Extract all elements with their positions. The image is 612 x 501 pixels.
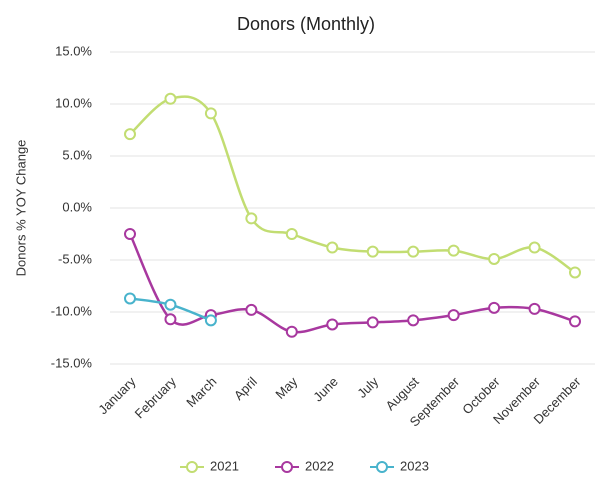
- point: [407, 245, 420, 258]
- point: [124, 292, 136, 305]
- legend-marker: [186, 461, 198, 473]
- point: [488, 301, 501, 314]
- y-tick-label: -15.0%: [51, 355, 93, 370]
- point: [164, 92, 177, 105]
- point: [245, 212, 258, 225]
- point: [447, 309, 460, 322]
- point: [366, 316, 379, 329]
- chart-title: Donors (Monthly): [237, 14, 375, 34]
- x-tick-label: April: [231, 374, 260, 403]
- y-tick-label: -10.0%: [51, 303, 93, 318]
- legend-marker: [281, 461, 293, 473]
- x-tick-label: June: [310, 374, 341, 405]
- x-tick-label: February: [132, 374, 180, 422]
- y-tick-label: 15.0%: [55, 43, 92, 58]
- legend-label: 2023: [400, 458, 429, 473]
- point: [124, 128, 136, 141]
- series-line: [129, 95, 576, 274]
- x-tick-label: May: [272, 374, 300, 402]
- legend-marker: [376, 461, 388, 473]
- point: [407, 314, 420, 327]
- y-tick-label: 0.0%: [62, 199, 92, 214]
- legend-label: 2022: [305, 458, 334, 473]
- x-tick-label: March: [183, 374, 219, 410]
- point: [528, 302, 541, 315]
- legend-label: 2021: [210, 458, 239, 473]
- y-tick-label: 5.0%: [62, 147, 92, 162]
- point: [285, 228, 298, 240]
- y-axis-label: Donors % YOY Change: [13, 140, 28, 277]
- point: [569, 315, 581, 328]
- point: [488, 252, 501, 265]
- point: [245, 303, 258, 316]
- point: [528, 241, 541, 254]
- point: [164, 298, 177, 311]
- point: [447, 244, 460, 257]
- point: [285, 325, 298, 338]
- point: [326, 318, 339, 331]
- y-tick-label: -5.0%: [58, 251, 92, 266]
- x-tick-label: August: [383, 374, 422, 413]
- point: [204, 314, 217, 327]
- point: [204, 107, 217, 120]
- series-line: [128, 233, 576, 334]
- y-tick-label: 10.0%: [55, 95, 92, 110]
- point: [326, 241, 339, 254]
- point: [569, 266, 581, 279]
- x-tick-label: July: [354, 374, 381, 401]
- point: [366, 245, 379, 258]
- point: [124, 228, 136, 240]
- point: [164, 313, 177, 326]
